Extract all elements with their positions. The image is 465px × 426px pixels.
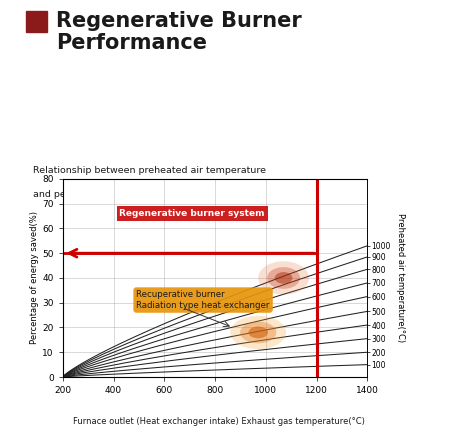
- Text: Regenerative Burner: Regenerative Burner: [56, 11, 301, 31]
- Y-axis label: Percentage of energy saved(%): Percentage of energy saved(%): [31, 211, 40, 345]
- Bar: [26, 11, 46, 32]
- Ellipse shape: [240, 322, 276, 343]
- Text: Furnace outlet (Heat exchanger intake) Exhaust gas temperature(°C): Furnace outlet (Heat exchanger intake) E…: [73, 417, 365, 426]
- Ellipse shape: [230, 316, 286, 349]
- Ellipse shape: [267, 267, 300, 289]
- Ellipse shape: [248, 327, 268, 338]
- Text: Recuperative burner
Radiation type heat exchanger: Recuperative burner Radiation type heat …: [136, 291, 270, 310]
- Text: and percentage of energy saved (13A, Air ratio=1.1): and percentage of energy saved (13A, Air…: [33, 190, 284, 199]
- Ellipse shape: [258, 261, 309, 295]
- Text: Regenerative burner system: Regenerative burner system: [120, 209, 265, 218]
- Text: Relationship between preheated air temperature: Relationship between preheated air tempe…: [33, 166, 266, 175]
- Y-axis label: Preheated air temperature(°C): Preheated air temperature(°C): [397, 213, 405, 343]
- Text: Performance: Performance: [56, 33, 207, 53]
- Ellipse shape: [275, 272, 292, 284]
